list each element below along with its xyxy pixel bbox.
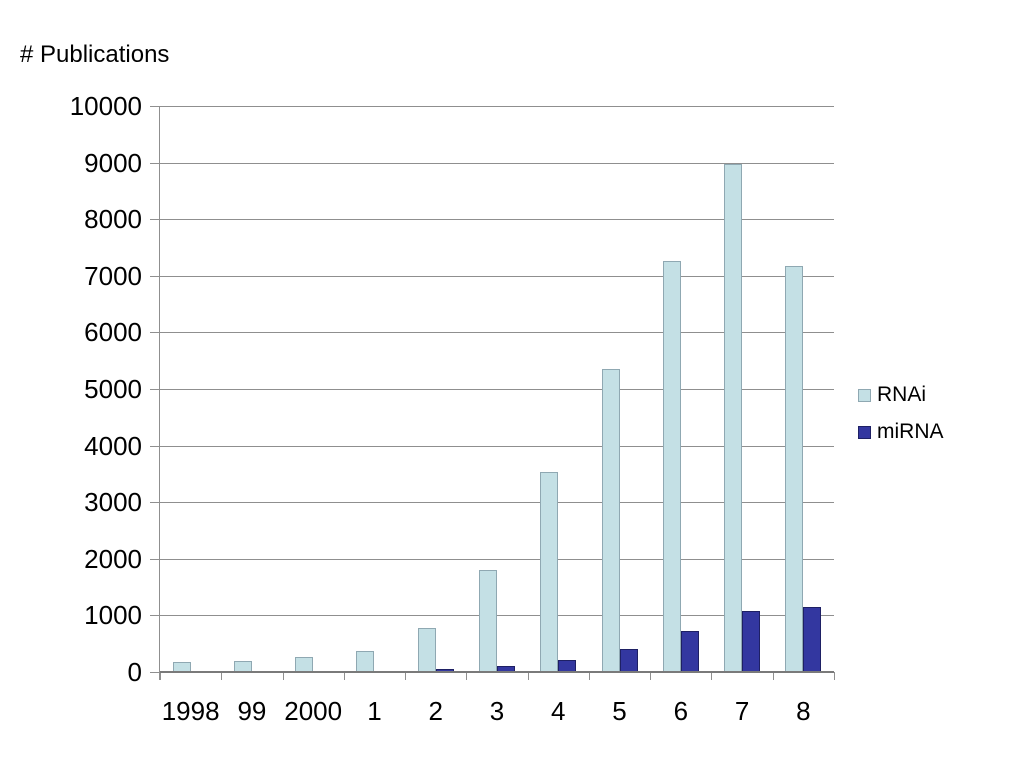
y-tick-label: 8000: [84, 204, 142, 235]
bar-mirna-8: [803, 607, 822, 672]
y-tick-label: 6000: [84, 317, 142, 348]
gridline: [160, 219, 834, 221]
x-tick: [711, 672, 713, 680]
gridline: [160, 445, 834, 447]
gridline: [160, 615, 834, 617]
bar-mirna-6: [680, 631, 699, 672]
y-tick-label: 1000: [84, 600, 142, 631]
bar-rnai-7: [724, 164, 743, 672]
x-tick: [466, 672, 468, 680]
y-tick: [150, 615, 160, 617]
gridline: [160, 502, 834, 504]
bar-rnai-8: [785, 266, 804, 672]
bar-mirna-7: [742, 611, 761, 672]
gridline: [160, 162, 834, 164]
gridline: [160, 275, 834, 277]
x-tick-label: 1998: [161, 696, 220, 726]
y-tick: [150, 502, 160, 504]
x-tick-label: 1: [367, 696, 382, 726]
bar-rnai-4: [540, 472, 559, 672]
gridline: [160, 558, 834, 560]
x-tick-label: 6: [673, 696, 689, 726]
gridline: [160, 106, 834, 107]
x-tick: [282, 672, 284, 680]
x-tick: [527, 672, 529, 680]
x-tick: [772, 672, 774, 680]
bar-mirna-5: [619, 649, 638, 672]
x-tick-label: 2000: [284, 696, 343, 726]
gridline: [160, 389, 834, 390]
y-tick: [150, 389, 160, 390]
y-tick-label: 4000: [84, 430, 142, 461]
y-axis-line: [159, 106, 160, 680]
x-tick-label: 4: [551, 696, 566, 726]
bar-rnai-2: [417, 628, 436, 672]
bar-rnai-5: [601, 369, 620, 672]
x-tick: [221, 672, 223, 680]
legend-label-mirna: miRNA: [877, 420, 944, 443]
y-tick-label: 3000: [84, 487, 142, 518]
x-tick: [834, 672, 835, 680]
y-tick: [150, 445, 160, 447]
x-tick: [160, 672, 161, 680]
x-tick: [650, 672, 652, 680]
y-tick: [150, 558, 160, 560]
x-tick-label: 8: [796, 696, 811, 726]
x-tick-label: 2: [428, 696, 443, 726]
y-tick: [150, 672, 160, 673]
y-tick-label: 9000: [84, 147, 142, 178]
bar-rnai-3: [479, 570, 497, 672]
y-tick-label: 7000: [84, 260, 142, 291]
y-tick-label: 5000: [84, 374, 142, 404]
x-tick-label: 3: [489, 696, 505, 726]
x-tick: [343, 672, 345, 680]
bar-rnai-2000: [295, 657, 314, 672]
mirna-legend-swatch-icon: [858, 425, 871, 439]
y-tick: [150, 332, 160, 334]
gridline: [160, 332, 834, 334]
legend-item-mirna: miRNA: [858, 421, 944, 443]
rnai-legend-swatch-icon: [858, 388, 871, 402]
chart-title: # Publications: [20, 41, 170, 68]
x-tick: [405, 672, 407, 680]
legend-label-rnai: RNAi: [877, 383, 927, 406]
y-tick-label: 2000: [84, 543, 142, 574]
bar-rnai-6: [662, 261, 681, 672]
x-tick-label: 5: [612, 696, 627, 726]
y-tick: [150, 219, 160, 221]
y-tick-label: 0: [127, 657, 142, 687]
y-tick: [150, 106, 160, 107]
x-axis-line: [160, 671, 834, 673]
bar-rnai-1: [356, 651, 375, 672]
x-tick-label: 99: [237, 696, 267, 726]
x-tick-label: 7: [734, 696, 750, 726]
x-tick: [588, 672, 590, 680]
y-tick: [150, 162, 160, 164]
legend-item-rnai: RNAi: [858, 384, 926, 406]
y-tick-label: 10000: [69, 91, 142, 121]
y-tick: [150, 275, 160, 277]
